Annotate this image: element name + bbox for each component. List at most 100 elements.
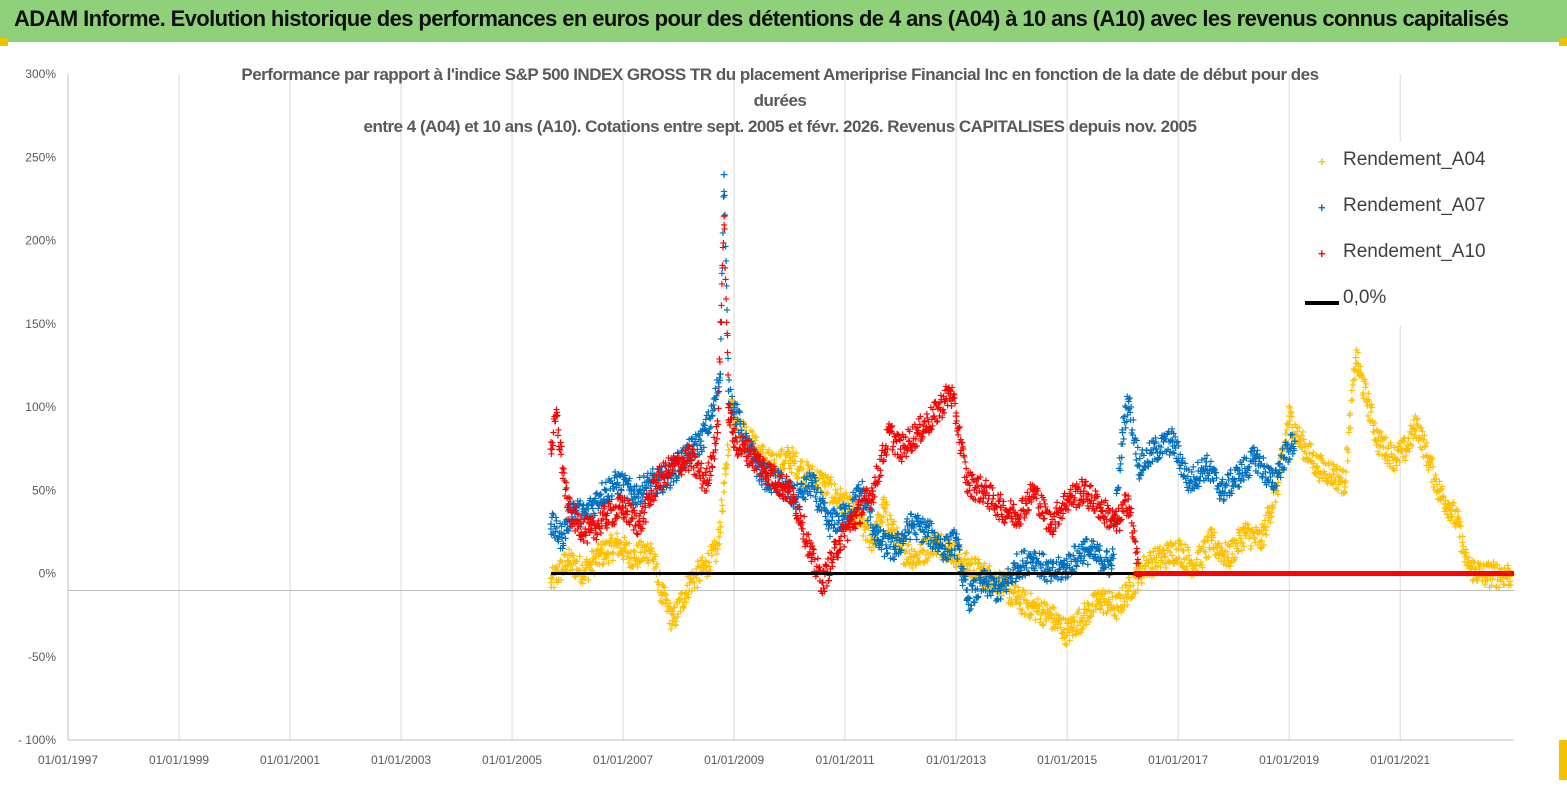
data-point: +: [656, 596, 664, 607]
x-tick-label: 01/01/2005: [482, 753, 542, 767]
data-point: +: [693, 573, 701, 584]
data-point: +: [620, 544, 628, 555]
data-point: +: [589, 557, 597, 568]
data-point: +: [552, 575, 560, 586]
data-point: +: [599, 559, 607, 570]
data-point: +: [554, 575, 562, 586]
data-point: +: [1174, 543, 1183, 556]
data-point: +: [697, 555, 705, 566]
data-point: +: [657, 591, 665, 602]
data-point: +: [640, 554, 648, 565]
data-point: +: [574, 566, 582, 577]
data-point: +: [723, 440, 731, 451]
data-point: +: [609, 549, 617, 560]
data-point: +: [586, 556, 594, 567]
data-point: +: [662, 590, 670, 601]
data-point: +: [564, 557, 572, 568]
data-point: +: [716, 527, 724, 538]
data-point: +: [607, 541, 615, 552]
data-point: +: [587, 565, 595, 576]
data-point: +: [568, 564, 576, 575]
data-point: +: [702, 556, 710, 567]
data-point: +: [687, 573, 695, 584]
data-point: +: [1390, 451, 1399, 464]
data-point: +: [686, 570, 694, 581]
x-tick-label: 01/01/2017: [1148, 753, 1208, 767]
x-tick-label: 01/01/2003: [371, 753, 431, 767]
data-point: +: [722, 459, 730, 470]
data-point: +: [1344, 447, 1352, 458]
data-point: +: [720, 477, 728, 488]
data-point: +: [575, 552, 583, 563]
data-point: +: [704, 549, 712, 560]
data-point: +: [1079, 609, 1088, 622]
data-point: +: [591, 551, 599, 562]
data-point: +: [1115, 526, 1123, 537]
data-point: +: [613, 529, 621, 540]
data-point: +: [636, 556, 644, 567]
data-point: +: [658, 580, 666, 591]
data-point: +: [564, 560, 572, 571]
data-point: +: [721, 464, 729, 475]
data-point: +: [577, 571, 585, 582]
data-point: +: [665, 605, 673, 616]
data-point: +: [567, 560, 575, 571]
data-point: +: [572, 556, 580, 567]
y-tick-label: -50%: [28, 650, 56, 664]
data-point: +: [553, 577, 561, 588]
data-point: +: [717, 522, 725, 533]
data-point: +: [619, 555, 627, 566]
data-point: +: [632, 553, 640, 564]
data-point: +: [678, 588, 686, 599]
data-point: +: [696, 563, 704, 574]
data-point: +: [721, 275, 729, 286]
data-point: +: [725, 416, 733, 427]
data-point: +: [565, 544, 573, 555]
data-point: +: [868, 534, 877, 547]
data-point: +: [1290, 445, 1298, 456]
data-point: +: [672, 597, 680, 608]
data-point: +: [616, 543, 624, 554]
y-tick-label: 300%: [25, 67, 56, 81]
data-point: +: [669, 610, 677, 621]
data-point: +: [652, 570, 660, 581]
data-point: +: [613, 538, 622, 551]
chart-title: Performance par rapport à l'indice S&P 5…: [180, 62, 1380, 140]
data-point: +: [1412, 418, 1421, 431]
data-point: +: [583, 560, 591, 571]
data-point: +: [592, 546, 600, 557]
data-point: +: [714, 525, 722, 536]
data-point: +: [581, 573, 589, 584]
data-point: +: [1423, 451, 1432, 464]
data-point: +: [699, 560, 707, 571]
data-point: +: [548, 563, 556, 574]
data-point: +: [679, 602, 687, 613]
data-point: +: [650, 564, 658, 575]
data-point: +: [657, 588, 665, 599]
data-point: +: [716, 517, 724, 528]
data-point: +: [610, 537, 618, 548]
data-point: +: [574, 565, 582, 576]
y-tick-label: 0%: [39, 567, 57, 581]
data-point: +: [720, 224, 728, 235]
data-point: +: [585, 562, 593, 573]
data-point: +: [624, 549, 632, 560]
data-point: +: [724, 445, 732, 456]
data-point: +: [696, 576, 704, 587]
data-point: +: [680, 594, 688, 605]
data-point: +: [677, 589, 685, 600]
legend: + Rendement_A04 + Rendement_A07 + Rendem…: [1300, 142, 1520, 326]
data-point: +: [1373, 434, 1382, 447]
data-point: +: [626, 547, 634, 558]
data-point: +: [718, 501, 726, 512]
data-point: +: [1013, 592, 1022, 605]
legend-item-a10: + Rendement_A10: [1300, 234, 1520, 280]
data-point: +: [682, 598, 690, 609]
data-point: +: [723, 460, 731, 471]
x-tick-label: 01/01/2015: [1037, 753, 1097, 767]
data-point: +: [583, 554, 591, 565]
data-point: +: [705, 558, 713, 569]
data-point: +: [563, 554, 572, 567]
data-point: +: [709, 544, 717, 555]
data-point: +: [633, 540, 641, 551]
